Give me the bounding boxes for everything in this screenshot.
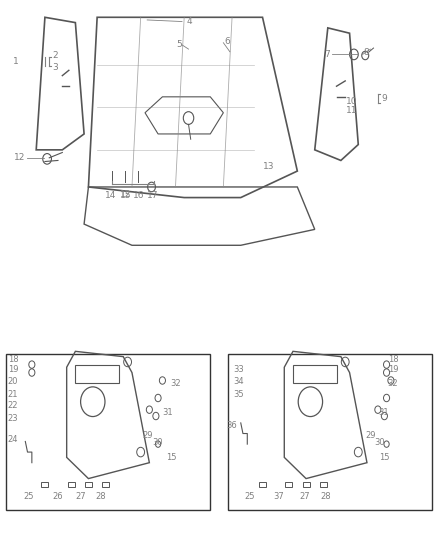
Text: 34: 34 (233, 377, 244, 386)
Text: 3: 3 (53, 63, 59, 72)
Text: 30: 30 (153, 438, 163, 447)
Text: 20: 20 (8, 377, 18, 386)
Bar (320, 482, 327, 487)
Text: 32: 32 (388, 378, 399, 387)
Text: 5: 5 (176, 41, 182, 50)
Bar (42, 482, 48, 487)
Text: 15: 15 (166, 453, 177, 462)
Text: 15: 15 (379, 453, 390, 462)
Text: 28: 28 (320, 492, 331, 501)
Text: 31: 31 (378, 408, 389, 417)
Text: 13: 13 (262, 163, 274, 171)
Text: 10: 10 (346, 96, 357, 106)
Text: 37: 37 (274, 492, 284, 501)
Text: 12: 12 (120, 190, 131, 199)
Text: 21: 21 (8, 390, 18, 399)
Text: 6: 6 (224, 37, 230, 46)
Text: 19: 19 (8, 366, 18, 374)
Text: 27: 27 (300, 492, 311, 501)
Bar (259, 482, 266, 487)
Text: 33: 33 (233, 366, 244, 374)
Text: 29: 29 (142, 431, 152, 440)
Text: 26: 26 (53, 492, 63, 501)
Text: 29: 29 (365, 431, 376, 440)
Text: 22: 22 (8, 401, 18, 410)
Bar (303, 482, 310, 487)
Bar (293, 365, 336, 383)
Text: 15: 15 (120, 191, 131, 200)
Text: 23: 23 (8, 414, 18, 423)
Text: 16: 16 (133, 191, 145, 200)
Bar (6, 354, 210, 511)
Text: 18: 18 (8, 355, 18, 364)
Text: 12: 12 (14, 154, 25, 163)
Bar (75, 365, 119, 383)
Text: 32: 32 (170, 378, 181, 387)
Text: 25: 25 (23, 492, 34, 501)
Bar (285, 482, 292, 487)
Text: 1: 1 (13, 57, 19, 66)
Bar (228, 354, 432, 511)
Text: 30: 30 (375, 438, 385, 447)
Text: 36: 36 (227, 421, 237, 430)
Text: 18: 18 (388, 355, 399, 364)
Text: 31: 31 (162, 408, 173, 417)
Text: 4: 4 (186, 17, 192, 26)
Text: 9: 9 (381, 94, 387, 103)
Text: 11: 11 (346, 106, 357, 115)
Text: 7: 7 (324, 50, 330, 59)
Text: 25: 25 (244, 492, 255, 501)
Text: 8: 8 (364, 49, 369, 58)
Text: 24: 24 (8, 435, 18, 445)
Bar (85, 482, 92, 487)
Text: 28: 28 (95, 492, 106, 501)
Bar (67, 482, 74, 487)
Text: 14: 14 (106, 191, 117, 200)
Text: 2: 2 (53, 51, 58, 60)
Text: 17: 17 (147, 191, 159, 200)
Text: 35: 35 (233, 390, 244, 399)
Text: 19: 19 (388, 366, 398, 374)
Text: 27: 27 (75, 492, 86, 501)
Bar (102, 482, 110, 487)
